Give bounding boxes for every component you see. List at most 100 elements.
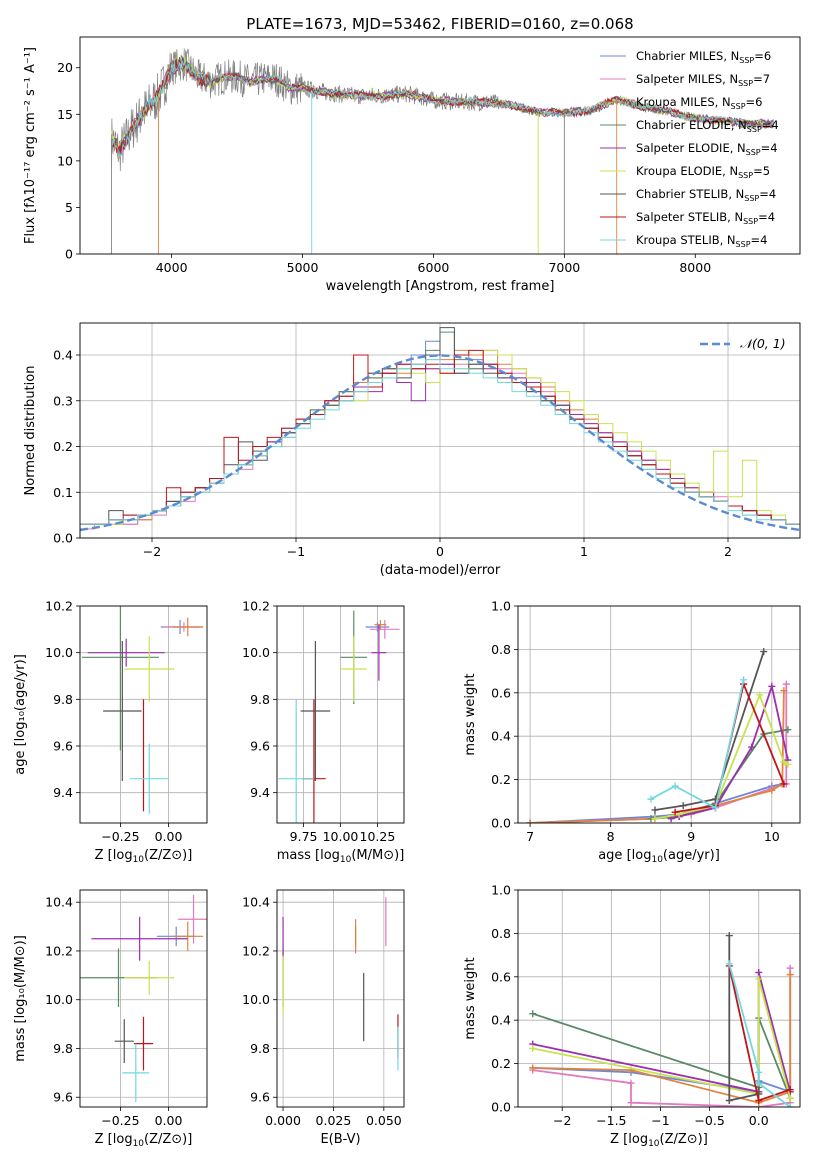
legend-label: Kroupa STELIB, NSSP=4 (636, 233, 767, 249)
weight-marker (786, 1103, 794, 1107)
error-bars (282, 897, 399, 1071)
x-tick-label: −1 (287, 544, 305, 559)
x-axis-label-main: age [log (598, 848, 651, 863)
weight-line (654, 651, 765, 811)
y-tick-label: 9.8 (250, 692, 270, 707)
legend-label-sub: SSP (736, 240, 751, 249)
x-tick-label: −0.25 (101, 829, 139, 844)
weight-marker (782, 680, 790, 688)
x-axis-label: age [log10(age/yr)] (598, 848, 720, 865)
x-axis-label-main: Z [log (610, 1132, 648, 1147)
legend-label: Chabrier STELIB, NSSP=4 (636, 187, 776, 203)
legend-label-sub: SSP (738, 79, 753, 88)
weight-marker (647, 795, 655, 803)
weight-marker (755, 968, 763, 976)
x-tick-label: 0.050 (366, 1113, 402, 1128)
y-tick-label: 9.8 (53, 1041, 73, 1056)
weight-marker (768, 786, 776, 794)
x-axis-label-sub: 10 (648, 1139, 660, 1149)
weight-marker (651, 815, 659, 823)
weight-marker (725, 1096, 733, 1104)
weight-line (654, 692, 789, 820)
x-tick-label: 7000 (548, 260, 580, 275)
y-tick-label: 9.6 (250, 739, 270, 754)
x-tick-label: 8000 (679, 260, 711, 275)
y-tick-label: 0.2 (491, 772, 511, 787)
y-tick-label: 0 (65, 247, 73, 262)
y-tick-label: 1.0 (491, 599, 511, 614)
x-axis-label-sub: 10 (651, 855, 663, 865)
legend-label-main: Chabrier ELODIE, N (636, 118, 747, 132)
legend-label-main: Kroupa ELODIE, N (636, 164, 738, 178)
legend-label-tail: =4 (762, 118, 779, 132)
weight-lines (529, 932, 794, 1107)
y-tick-label: 1.0 (491, 883, 511, 898)
legend-label-sub: SSP (738, 171, 753, 180)
weight-marker (756, 691, 764, 699)
y-tick-label: 10.2 (45, 943, 73, 958)
spectrum-lines (110, 48, 775, 254)
legend-label-tail: =5 (753, 164, 770, 178)
y-tick-label: 10.0 (242, 645, 270, 660)
legend-label-main: Salpeter ELODIE, N (636, 141, 746, 155)
x-axis-label: Z [log10(Z/Z⊙)] (95, 848, 193, 865)
legend-label-main: Chabrier MILES, N (636, 49, 739, 63)
x-axis-label: Z [log10(Z/Z⊙)] (95, 1132, 193, 1149)
legend-label-main: Salpeter STELIB, N (636, 210, 743, 224)
x-tick-label: 10 (764, 829, 780, 844)
x-axis-label-main: Z [log (95, 1132, 133, 1147)
x-tick-label: −1.5 (596, 1113, 626, 1128)
axes-frame (79, 322, 801, 539)
weight-marker (786, 1086, 794, 1094)
legend-label-tail: =7 (753, 72, 770, 86)
weight-marker (786, 964, 794, 972)
y-axis-label: mass [log₁₀(M/M⊙)] (13, 935, 28, 1062)
weight-line (532, 978, 792, 1099)
x-axis-label: Z [log10(Z/Z⊙)] (610, 1132, 708, 1149)
weight-marker (526, 819, 534, 823)
weight-vs-metallicity-panel: −2 −1.5 −1 −0.5 0.0 0.0 0.2 0.4 0.6 0.8 1.0 Z [log1… (463, 883, 801, 1149)
weight-marker (786, 971, 794, 979)
mass-vs-ebv-panel: 0.000 0.025 0.050 9.6 9.8 10.0 10.2 10.4 E(B-V) (242, 889, 405, 1147)
legend-label: Salpeter MILES, NSSP=7 (636, 72, 770, 88)
weight-lines (526, 648, 792, 823)
weight-marker (740, 676, 748, 684)
x-tick-label: 2 (724, 544, 732, 559)
weight-marker (529, 1044, 537, 1052)
axes-frame (79, 889, 208, 1108)
x-tick-label: 7 (526, 829, 534, 844)
legend-label-tail: =6 (754, 49, 771, 63)
legend-label-sub: SSP (746, 148, 761, 157)
legend-label-tail: =4 (758, 210, 775, 224)
weight-line (728, 935, 760, 1102)
legend-label: Kroupa ELODIE, NSSP=5 (636, 164, 770, 180)
error-bars (81, 606, 204, 814)
weight-marker (711, 804, 719, 812)
y-tick-label: 0.8 (491, 926, 511, 941)
y-tick-label: 0.6 (491, 685, 511, 700)
weight-marker (768, 682, 776, 690)
y-tick-label: 9.6 (53, 739, 73, 754)
y-tick-label: 9.4 (53, 785, 73, 800)
x-axis-label: mass [log10(M/M⊙)] (277, 848, 405, 865)
weight-marker (780, 758, 788, 766)
y-tick-label: 10.4 (45, 895, 73, 910)
error-bars (278, 610, 400, 823)
weight-line (532, 968, 792, 1107)
x-tick-label: 9 (687, 829, 695, 844)
y-tick-label: 0.2 (491, 1056, 511, 1071)
weight-marker (784, 726, 792, 734)
y-tick-label: 9.8 (53, 692, 73, 707)
x-axis-label: E(B-V) (320, 1132, 360, 1147)
axes-frame (79, 605, 208, 824)
x-tick-label: 8 (607, 829, 615, 844)
x-tick-label: −2 (143, 544, 161, 559)
x-tick-label: 6000 (418, 260, 450, 275)
legend-label: Kroupa MILES, NSSP=6 (636, 95, 762, 111)
model-spectrum-line (110, 57, 774, 156)
legend-label: 𝒩(0, 1) (740, 336, 786, 351)
legend-label-main: Chabrier STELIB, N (636, 187, 744, 201)
legend-label-tail: =4 (759, 187, 776, 201)
legend-label: Chabrier MILES, NSSP=6 (636, 49, 771, 65)
weight-marker (755, 1079, 763, 1087)
